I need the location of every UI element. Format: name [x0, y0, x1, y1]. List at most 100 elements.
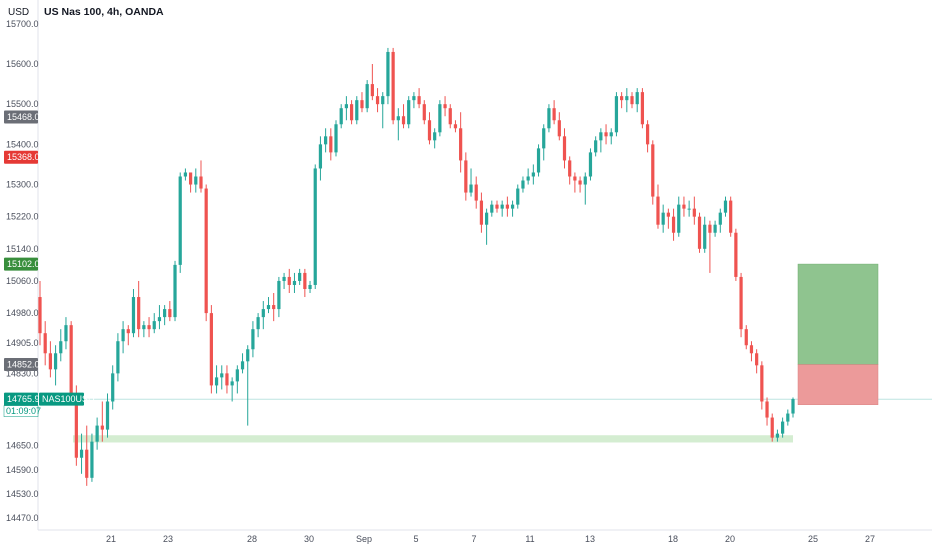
candle-body — [671, 216, 676, 233]
candle-body — [95, 425, 99, 442]
candle-body — [74, 393, 78, 458]
candle-body — [531, 172, 535, 177]
candle-body — [552, 108, 556, 121]
current-price-label: 14765.9 — [7, 394, 40, 404]
candle-body — [744, 329, 748, 346]
candle-body — [137, 297, 141, 330]
candle-body — [661, 212, 665, 225]
candle-body — [111, 373, 115, 402]
symbol-label: NAS100USD — [42, 394, 95, 404]
countdown-tag — [3, 405, 39, 417]
level-14852-tag — [4, 358, 38, 372]
candle-body — [412, 96, 416, 101]
candle-body — [365, 84, 369, 109]
candle-body — [505, 204, 509, 209]
symbol-title: US Nas 100, 4h, OANDA — [44, 6, 164, 18]
candle-body — [199, 176, 203, 189]
x-tick-label: 18 — [668, 534, 678, 544]
axis-layer: 15700.0 15600.0 15500.0 15400.0 15300.0 15220… — [6, 0, 932, 544]
candle-body — [687, 208, 691, 210]
candle-body — [708, 224, 712, 233]
candle-body — [230, 381, 234, 386]
candle-body — [666, 212, 670, 217]
level-15102-tag — [4, 257, 38, 271]
x-tick-label: 28 — [247, 534, 257, 544]
candle-body — [235, 369, 239, 382]
x-tick-label: 11 — [525, 534, 534, 544]
candle-body — [609, 132, 613, 137]
candle-body — [152, 321, 156, 330]
candle-body — [53, 353, 58, 370]
y-tick-label: 15400.0 — [6, 139, 39, 149]
candle-body — [443, 104, 447, 109]
candle-body — [568, 160, 572, 177]
level-15102-label: 15102.0 — [7, 259, 40, 269]
candle-body — [469, 184, 473, 193]
candle-body — [703, 224, 707, 249]
chart-header: USD US Nas 100, 4h, OANDA — [0, 0, 164, 24]
candle-body — [370, 84, 374, 97]
candle-body — [308, 284, 312, 289]
y-tick-label: 14650.0 — [6, 441, 39, 451]
x-tick-label: 23 — [163, 534, 173, 544]
candle-body — [209, 313, 213, 386]
candle-body — [131, 297, 136, 334]
candle-body — [635, 92, 639, 105]
candle-body — [349, 104, 354, 121]
candle-body — [100, 425, 104, 430]
candle-body — [261, 309, 265, 318]
candle-body — [729, 200, 733, 233]
candle-body — [422, 104, 426, 121]
candle-body — [168, 309, 172, 318]
y-tick-label: 14470.0 — [6, 513, 39, 523]
candle-body — [90, 441, 94, 478]
candle-body — [464, 160, 468, 193]
x-tick-label: 7 — [471, 534, 476, 544]
candle-body — [266, 305, 271, 310]
x-tick-label: Sep — [356, 534, 372, 544]
candle-body — [85, 449, 89, 478]
candle-body — [697, 216, 702, 249]
stop-zone — [797, 364, 879, 405]
candle-body — [427, 120, 432, 141]
candle-body — [516, 188, 520, 205]
candle-body — [484, 212, 489, 225]
candle-body — [43, 333, 47, 354]
candle-body — [459, 128, 463, 161]
candle-body — [360, 100, 364, 109]
y-tick-label: 15300.0 — [6, 180, 39, 190]
candle-body — [375, 96, 380, 105]
x-tick-label: 5 — [413, 534, 418, 544]
candle-layer — [38, 47, 795, 486]
x-tick-label: 27 — [865, 534, 875, 544]
candle-body — [542, 128, 546, 149]
candle-body — [256, 317, 260, 330]
candle-body — [775, 433, 780, 438]
candle-body — [734, 232, 738, 277]
candle-body — [755, 353, 759, 366]
y-tick-label: 14980.0 — [6, 308, 39, 318]
candle-body — [536, 148, 541, 173]
candle-body — [407, 100, 411, 125]
candle-body — [38, 297, 42, 334]
candle-body — [677, 204, 681, 233]
candle-body — [59, 341, 63, 354]
candle-body — [121, 329, 125, 342]
y-tick-label: 14830.0 — [6, 368, 39, 378]
candle-body — [287, 276, 291, 285]
y-tick-label: 15220.0 — [6, 212, 39, 222]
candle-body — [495, 204, 499, 209]
candle-body — [490, 204, 494, 213]
candle-body — [334, 124, 338, 153]
y-tick-label: 14590.0 — [6, 465, 39, 475]
candle-body — [453, 124, 458, 129]
symbol-tag — [39, 392, 84, 406]
y-tick-label: 15140.0 — [6, 244, 39, 254]
candle-body — [723, 200, 728, 213]
candle-body — [521, 180, 525, 189]
demand-zone — [73, 435, 793, 443]
y-tick-label: 15060.0 — [6, 276, 39, 286]
candle-body — [79, 449, 84, 458]
candle-body — [770, 417, 774, 438]
